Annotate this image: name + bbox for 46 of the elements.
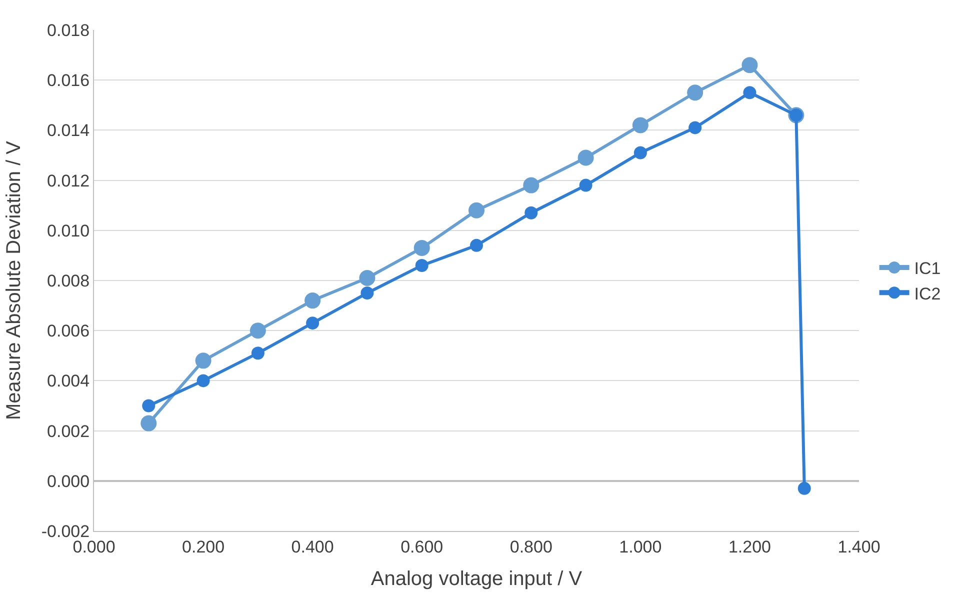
point bbox=[140, 415, 157, 432]
x-tick-label: 0.800 bbox=[510, 537, 552, 556]
point bbox=[415, 258, 428, 272]
point bbox=[360, 286, 374, 300]
point bbox=[142, 399, 156, 412]
point bbox=[359, 270, 376, 286]
point bbox=[196, 374, 210, 388]
x-tick-label: 1.400 bbox=[838, 537, 880, 556]
y-tick-label: 0.006 bbox=[47, 322, 90, 341]
point bbox=[687, 84, 704, 101]
y-tick-label: 0.012 bbox=[47, 171, 90, 190]
point bbox=[414, 240, 430, 256]
point bbox=[195, 352, 212, 369]
point bbox=[524, 206, 538, 220]
point bbox=[742, 57, 758, 74]
point bbox=[632, 117, 648, 134]
y-tick-label: 0.004 bbox=[47, 372, 90, 391]
x-axis-title: Analog voltage input / V bbox=[370, 568, 583, 590]
point bbox=[250, 322, 266, 339]
x-tick-label: 1.200 bbox=[728, 537, 771, 556]
point bbox=[743, 86, 756, 100]
point bbox=[579, 178, 592, 192]
point bbox=[304, 292, 321, 309]
point bbox=[251, 346, 264, 360]
x-tick-label: 0.400 bbox=[291, 537, 334, 556]
point bbox=[470, 238, 483, 252]
point bbox=[634, 146, 647, 160]
x-tick-label: 1.000 bbox=[619, 537, 662, 556]
point bbox=[523, 177, 540, 194]
point bbox=[798, 482, 811, 495]
y-tick-label: 0.008 bbox=[47, 271, 90, 290]
point bbox=[306, 316, 320, 330]
y-tick-label: 0.018 bbox=[47, 20, 90, 40]
y-axis-title: Measure Absolute Deviation / V bbox=[2, 140, 25, 420]
point bbox=[578, 150, 594, 166]
y-tick-label: 0.002 bbox=[47, 422, 90, 441]
y-tick-label: 0.016 bbox=[47, 71, 90, 90]
x-tick-label: 0.600 bbox=[400, 537, 444, 556]
point bbox=[688, 121, 702, 134]
legend-label: IC1 bbox=[914, 259, 941, 278]
x-tick-label: 0.200 bbox=[182, 537, 225, 556]
point bbox=[468, 202, 484, 218]
y-tick-label: 0.000 bbox=[47, 472, 90, 491]
legend-label: IC2 bbox=[914, 284, 941, 304]
y-tick-label: 0.014 bbox=[47, 121, 90, 140]
y-tick-label: 0.010 bbox=[47, 221, 90, 240]
